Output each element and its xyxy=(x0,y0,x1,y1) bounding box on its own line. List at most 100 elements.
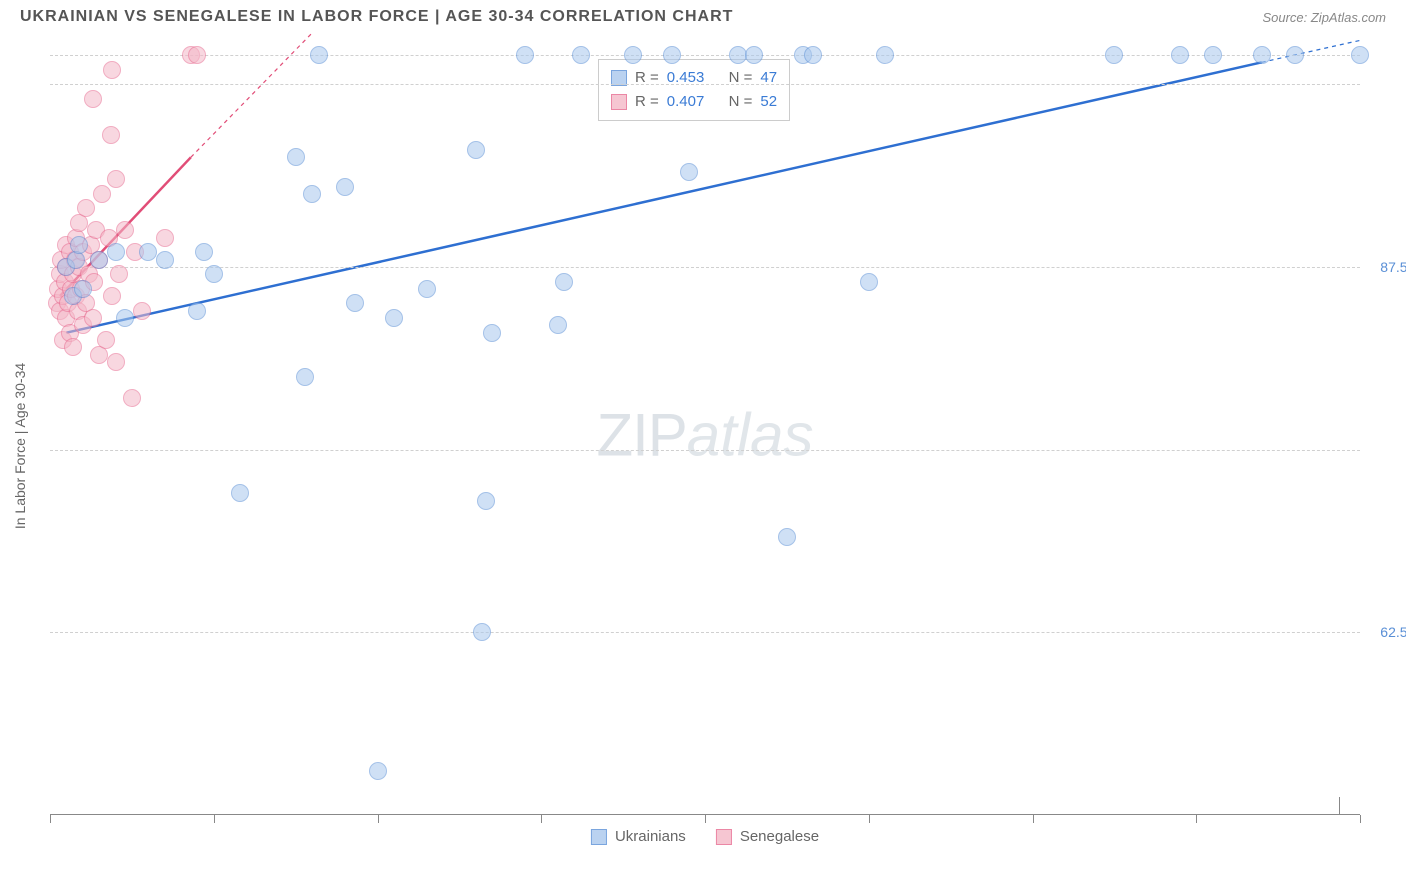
ukrainians-marker xyxy=(467,141,485,159)
ukrainians-marker xyxy=(473,623,491,641)
x-axis-line xyxy=(50,814,1360,815)
ukrainians-marker xyxy=(555,273,573,291)
x-tick xyxy=(1196,815,1197,823)
ukrainians-marker xyxy=(483,324,501,342)
senegalese-marker xyxy=(97,331,115,349)
senegalese-marker xyxy=(116,221,134,239)
y-tick-label: 62.5% xyxy=(1380,624,1406,640)
watermark-zip: ZIP xyxy=(596,402,686,469)
source-attribution: Source: ZipAtlas.com xyxy=(1262,10,1386,25)
x-tick xyxy=(705,815,706,823)
x-tick xyxy=(214,815,215,823)
senegalese-marker xyxy=(103,287,121,305)
ukrainians-marker xyxy=(1351,46,1369,64)
y-tick-label: 87.5% xyxy=(1380,259,1406,275)
ukrainians-marker xyxy=(156,251,174,269)
ukrainians-marker xyxy=(572,46,590,64)
ukrainians-marker xyxy=(310,46,328,64)
legend-item-ukrainians: Ukrainians xyxy=(591,828,686,845)
ukrainians-trend-line-dashed xyxy=(1262,40,1360,62)
ukrainians-marker xyxy=(549,316,567,334)
legend-r-value: 0.453 xyxy=(667,66,705,90)
senegalese-marker xyxy=(107,353,125,371)
ukrainians-marker xyxy=(385,309,403,327)
legend-n-label: N = xyxy=(729,90,753,114)
ukrainians-marker xyxy=(231,484,249,502)
senegalese-marker xyxy=(64,338,82,356)
x-tick xyxy=(50,815,51,823)
senegalese-marker xyxy=(103,61,121,79)
ukrainians-marker xyxy=(729,46,747,64)
x-tick xyxy=(541,815,542,823)
ukrainians-marker xyxy=(369,762,387,780)
chart-header: UKRAINIAN VS SENEGALESE IN LABOR FORCE |… xyxy=(0,0,1406,40)
senegalese-marker xyxy=(93,185,111,203)
legend-label: Ukrainians xyxy=(615,828,686,845)
senegalese-marker xyxy=(77,199,95,217)
axis-tick-right xyxy=(1339,797,1340,815)
ukrainians-marker xyxy=(346,294,364,312)
ukrainians-marker xyxy=(804,46,822,64)
legend-label: Senegalese xyxy=(740,828,819,845)
senegalese-marker xyxy=(107,170,125,188)
legend-swatch xyxy=(716,829,732,845)
ukrainians-marker xyxy=(116,309,134,327)
y-axis-label: In Labor Force | Age 30-34 xyxy=(12,363,28,529)
legend-row-senegalese: R =0.407 N =52 xyxy=(611,90,777,114)
gridline xyxy=(50,267,1360,268)
senegalese-marker xyxy=(84,90,102,108)
ukrainians-marker xyxy=(303,185,321,203)
watermark-atlas: atlas xyxy=(687,402,814,469)
ukrainians-marker xyxy=(624,46,642,64)
x-tick xyxy=(378,815,379,823)
legend-swatch xyxy=(591,829,607,845)
ukrainians-marker xyxy=(296,368,314,386)
ukrainians-marker xyxy=(74,280,92,298)
ukrainians-marker xyxy=(188,302,206,320)
senegalese-marker xyxy=(123,389,141,407)
ukrainians-marker xyxy=(1286,46,1304,64)
ukrainians-marker xyxy=(778,528,796,546)
senegalese-marker xyxy=(133,302,151,320)
ukrainians-marker xyxy=(1171,46,1189,64)
senegalese-marker xyxy=(110,265,128,283)
ukrainians-marker xyxy=(205,265,223,283)
senegalese-marker xyxy=(102,126,120,144)
legend-n-label: N = xyxy=(729,66,753,90)
correlation-legend: R =0.453 N =47R =0.407 N =52 xyxy=(598,59,790,121)
senegalese-marker xyxy=(84,309,102,327)
ukrainians-marker xyxy=(680,163,698,181)
ukrainians-marker xyxy=(477,492,495,510)
gridline xyxy=(50,632,1360,633)
legend-row-ukrainians: R = 0.453 N = 47 xyxy=(611,66,777,90)
ukrainians-marker xyxy=(1105,46,1123,64)
chart-title: UKRAINIAN VS SENEGALESE IN LABOR FORCE |… xyxy=(20,8,733,26)
legend-swatch xyxy=(611,94,627,110)
ukrainians-marker xyxy=(516,46,534,64)
ukrainians-marker xyxy=(418,280,436,298)
series-legend: Ukrainians Senegalese xyxy=(591,828,819,845)
ukrainians-marker xyxy=(876,46,894,64)
plot-area: ZIPatlas R =0.453 N =47R =0.407 N =52 Uk… xyxy=(50,55,1360,815)
senegalese-marker xyxy=(188,46,206,64)
x-tick xyxy=(1033,815,1034,823)
legend-r-label: R = xyxy=(635,66,659,90)
legend-n-value: 47 xyxy=(760,66,777,90)
senegalese-trend-line-dashed xyxy=(191,33,312,157)
legend-item-senegalese: Senegalese xyxy=(716,828,819,845)
ukrainians-marker xyxy=(107,243,125,261)
watermark: ZIPatlas xyxy=(596,401,813,470)
legend-n-value: 52 xyxy=(760,90,777,114)
ukrainians-marker xyxy=(663,46,681,64)
gridline xyxy=(50,84,1360,85)
ukrainians-marker xyxy=(70,236,88,254)
trend-lines-layer xyxy=(50,55,1360,815)
ukrainians-marker xyxy=(287,148,305,166)
gridline xyxy=(50,450,1360,451)
ukrainians-marker xyxy=(139,243,157,261)
senegalese-marker xyxy=(156,229,174,247)
gridline xyxy=(50,55,1360,56)
ukrainians-marker xyxy=(745,46,763,64)
ukrainians-marker xyxy=(195,243,213,261)
x-tick xyxy=(1360,815,1361,823)
